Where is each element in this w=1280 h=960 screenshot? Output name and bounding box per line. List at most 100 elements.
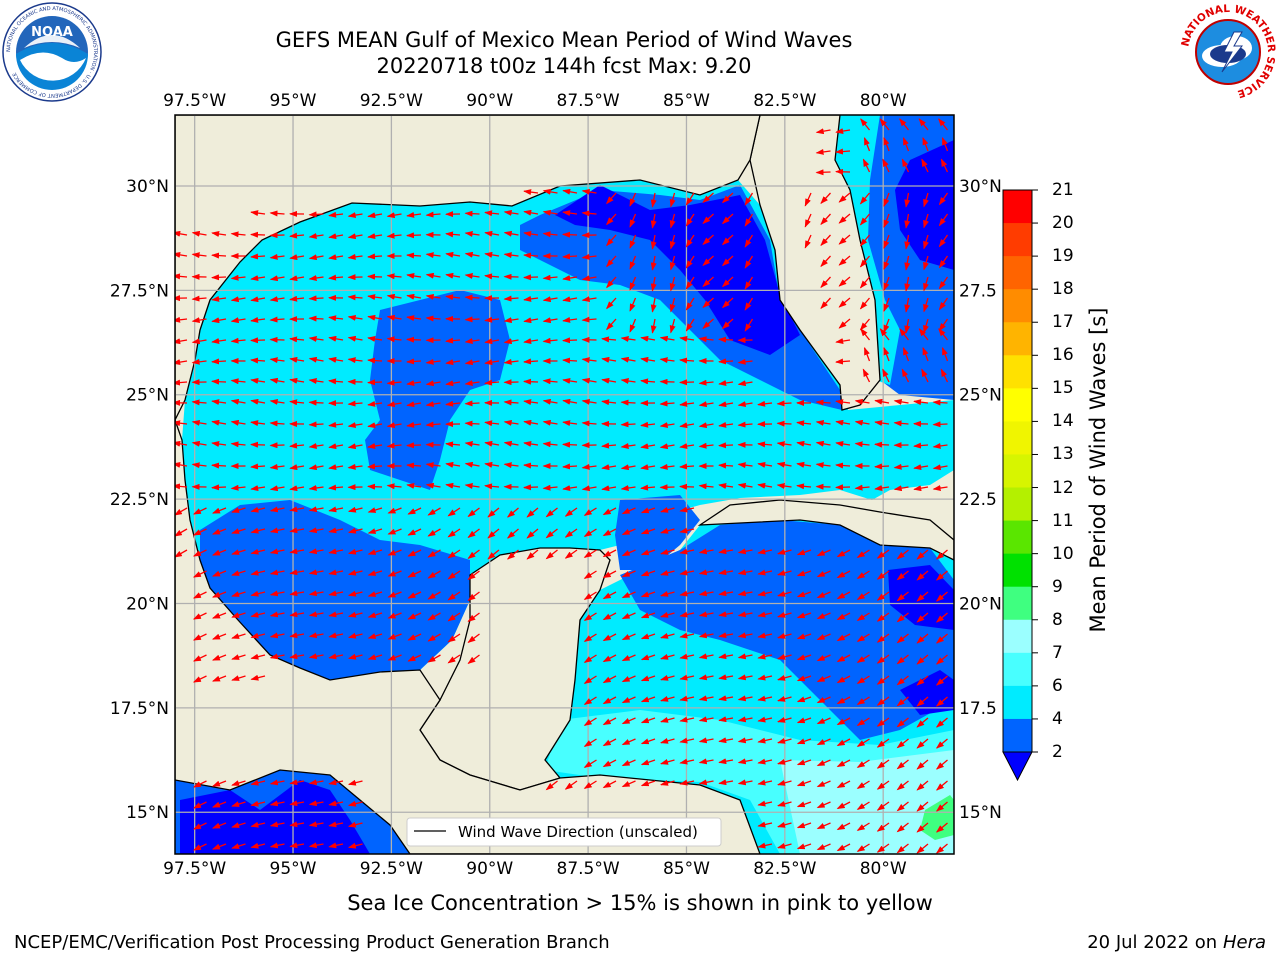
wave-arrow — [737, 380, 753, 387]
wave-arrow — [938, 234, 949, 248]
wave-arrow — [899, 118, 910, 131]
wave-arrow — [669, 234, 676, 250]
wave-arrow — [820, 255, 831, 268]
wave-arrow — [721, 276, 734, 288]
wave-arrow — [854, 441, 870, 448]
wave-arrow — [212, 507, 227, 514]
wave-arrow — [347, 253, 363, 260]
wave-arrow — [425, 252, 441, 259]
wave-arrow — [796, 675, 812, 682]
wave-arrow — [367, 591, 383, 597]
wave-arrow — [936, 549, 948, 560]
wave-arrow — [447, 570, 461, 580]
wave-arrow — [804, 213, 812, 228]
wave-arrow — [757, 482, 773, 489]
wave-arrow — [602, 696, 617, 705]
wave-arrow — [407, 528, 422, 536]
wave-arrow — [838, 276, 851, 287]
wave-arrow — [427, 591, 441, 600]
wave-arrow — [777, 716, 792, 723]
wave-arrow — [289, 464, 305, 471]
wave-arrow — [445, 441, 461, 448]
wave-arrow — [464, 483, 480, 489]
wave-arrow — [660, 737, 675, 744]
lon-label-bottom: 87.5°W — [557, 859, 620, 879]
colorbar-tick-label: 19 — [1052, 246, 1074, 267]
wave-arrow — [815, 462, 831, 469]
wave-arrow — [932, 399, 948, 406]
wave-arrow — [406, 358, 422, 365]
wave-arrow — [777, 737, 792, 744]
wave-arrow — [757, 695, 773, 702]
wave-arrow — [231, 780, 246, 786]
wave-arrow — [542, 337, 558, 344]
wave-arrow — [883, 346, 890, 362]
wave-arrow — [427, 549, 441, 558]
wave-arrow — [936, 843, 948, 854]
wave-arrow — [212, 612, 227, 619]
wave-arrow — [328, 233, 344, 240]
wave-arrow — [328, 315, 344, 322]
wave-arrow — [896, 759, 909, 770]
wave-arrow — [698, 590, 714, 597]
wave-arrow — [838, 234, 851, 245]
wave-arrow — [913, 464, 929, 471]
wave-arrow — [718, 483, 734, 489]
wave-arrow — [523, 209, 539, 216]
wave-arrow — [562, 253, 578, 260]
wave-arrow — [860, 328, 871, 341]
wave-arrow — [308, 548, 324, 555]
wave-arrow — [698, 611, 714, 618]
wave-arrow — [796, 801, 812, 808]
wave-arrow — [211, 231, 227, 237]
wave-arrow — [542, 484, 558, 491]
wave-arrow — [660, 758, 675, 765]
wave-arrow — [669, 192, 676, 208]
wave-arrow — [191, 440, 207, 447]
wave-arrow — [685, 192, 695, 206]
wave-arrow — [835, 462, 851, 469]
wave-arrow — [859, 276, 870, 289]
wave-arrow — [445, 272, 461, 279]
wave-arrow — [212, 654, 227, 661]
wave-arrow — [487, 549, 500, 560]
wave-arrow — [192, 633, 207, 641]
wave-arrow — [685, 213, 695, 227]
wave-arrow — [640, 528, 656, 535]
wave-arrow — [862, 368, 871, 383]
wave-arrow — [269, 653, 285, 660]
wave-arrow — [718, 462, 734, 469]
wave-arrow — [902, 136, 910, 152]
wave-arrow — [702, 255, 714, 267]
wave-arrow — [776, 483, 792, 489]
wave-arrow — [212, 822, 227, 829]
wave-arrow — [523, 230, 539, 237]
wave-arrow — [679, 716, 695, 723]
wave-arrow — [406, 211, 422, 218]
wave-arrow — [289, 336, 305, 343]
wave-arrow — [308, 443, 324, 449]
wave-arrow — [876, 738, 890, 748]
wave-arrow — [583, 717, 597, 726]
wave-arrow — [777, 569, 792, 576]
wave-arrow — [718, 442, 734, 449]
wave-arrow — [718, 716, 734, 723]
wave-arrow — [650, 318, 657, 334]
wave-arrow — [386, 442, 402, 449]
wave-arrow — [386, 293, 402, 300]
wave-arrow — [679, 400, 695, 407]
wave-arrow — [308, 611, 324, 618]
wave-arrow — [308, 800, 324, 807]
wave-arrow — [523, 358, 539, 365]
colorbar-tick-label: 16 — [1052, 345, 1074, 366]
wave-arrow — [347, 569, 363, 576]
wave-arrow — [523, 419, 539, 426]
wave-arrow — [932, 442, 948, 449]
wave-arrow — [602, 717, 617, 726]
wave-arrow — [685, 276, 695, 290]
wave-arrow — [737, 737, 753, 744]
wave-arrow — [896, 780, 909, 791]
wave-arrow — [836, 717, 851, 726]
colorbar-tick-label: 11 — [1052, 510, 1074, 531]
wave-arrow — [874, 485, 890, 491]
